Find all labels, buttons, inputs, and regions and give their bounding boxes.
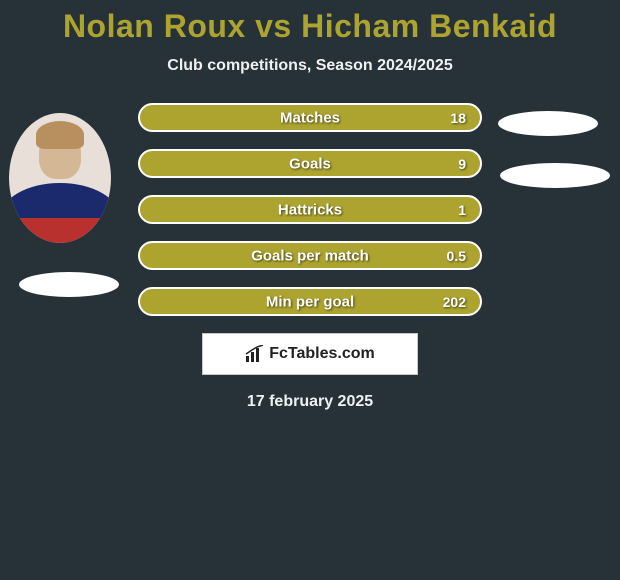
avatar-hair: [36, 121, 84, 149]
decorative-pill-right-1: [498, 111, 598, 136]
stat-bar-matches: Matches 18: [138, 103, 482, 132]
stat-value: 18: [450, 110, 466, 126]
stat-label: Min per goal: [266, 293, 354, 310]
decorative-pill-left: [19, 272, 119, 297]
footer-date: 17 february 2025: [0, 393, 620, 411]
stat-label: Goals per match: [251, 247, 369, 264]
decorative-pill-right-2: [500, 163, 610, 188]
player-avatar-left: [9, 113, 111, 243]
brand-box: FcTables.com: [202, 333, 418, 375]
stat-value: 1: [458, 202, 466, 218]
stat-label: Matches: [280, 109, 340, 126]
stat-label: Hattricks: [278, 201, 342, 218]
bar-chart-icon: [245, 345, 265, 363]
stats-area: Matches 18 Goals 9 Hattricks 1 Goals per…: [0, 103, 620, 411]
stat-value: 9: [458, 156, 466, 172]
infographic-container: Nolan Roux vs Hicham Benkaid Club compet…: [0, 0, 620, 411]
stat-bar-goals-per-match: Goals per match 0.5: [138, 241, 482, 270]
page-subtitle: Club competitions, Season 2024/2025: [0, 57, 620, 75]
stat-bar-min-per-goal: Min per goal 202: [138, 287, 482, 316]
stat-bar-goals: Goals 9: [138, 149, 482, 178]
stat-bars: Matches 18 Goals 9 Hattricks 1 Goals per…: [138, 103, 482, 316]
stat-label: Goals: [289, 155, 331, 172]
stat-bar-hattricks: Hattricks 1: [138, 195, 482, 224]
stat-value: 202: [443, 294, 466, 310]
brand-text: FcTables.com: [269, 345, 375, 363]
page-title: Nolan Roux vs Hicham Benkaid: [0, 8, 620, 45]
stat-value: 0.5: [447, 248, 466, 264]
